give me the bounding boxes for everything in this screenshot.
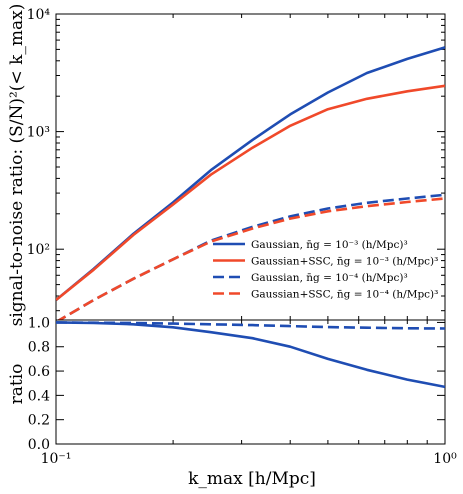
legend-label-0: Gaussian, n̄g = 10⁻³ (h/Mpc)³: [251, 239, 408, 251]
top-y-tick-label: 10²: [27, 242, 50, 258]
ratio-series-line-0: [56, 321, 445, 389]
top-panel: 10² 10³ 10⁴: [27, 7, 446, 321]
bottom-y-tick-label: 0.2: [28, 413, 50, 429]
bottom-y-tick-label: 0.4: [28, 388, 50, 404]
top-y-tick-label: 10⁴: [27, 7, 51, 23]
top-y-tick-label: 10³: [27, 125, 50, 141]
legend-label-1: Gaussian+SSC, n̄g = 10⁻³ (h/Mpc)³: [251, 256, 438, 268]
bottom-y-tick-label: 0.0: [28, 437, 50, 453]
legend: Gaussian, n̄g = 10⁻³ (h/Mpc)³ Gaussian+SS…: [213, 239, 438, 301]
bottom-plot-frame: [55, 319, 446, 445]
x-tick-label: 10⁰: [433, 451, 457, 467]
top-y-axis-label: signal-to-noise ratio: (S/N)²(< k_max): [7, 4, 27, 327]
bottom-panel: 0.0 0.2 0.4 0.6 0.8 1.0 10⁻¹ 10⁰: [28, 315, 457, 467]
x-axis-label: k_max [h/Mpc]: [188, 469, 316, 489]
bottom-y-tick-label: 1.0: [28, 315, 50, 331]
legend-label-3: Gaussian+SSC, n̄g = 10⁻⁴ (h/Mpc)³: [251, 289, 438, 301]
x-tick-label: 10⁻¹: [41, 451, 72, 467]
top-series-line-1: [56, 84, 445, 302]
legend-label-2: Gaussian, n̄g = 10⁻⁴ (h/Mpc)³: [251, 272, 408, 284]
ratio-series-line-1: [56, 321, 445, 330]
bottom-y-tick-label: 0.8: [28, 340, 50, 356]
bottom-y-tick-label: 0.6: [28, 364, 50, 380]
bottom-y-axis-label: ratio: [7, 364, 27, 405]
top-series-line-3: [57, 197, 445, 320]
